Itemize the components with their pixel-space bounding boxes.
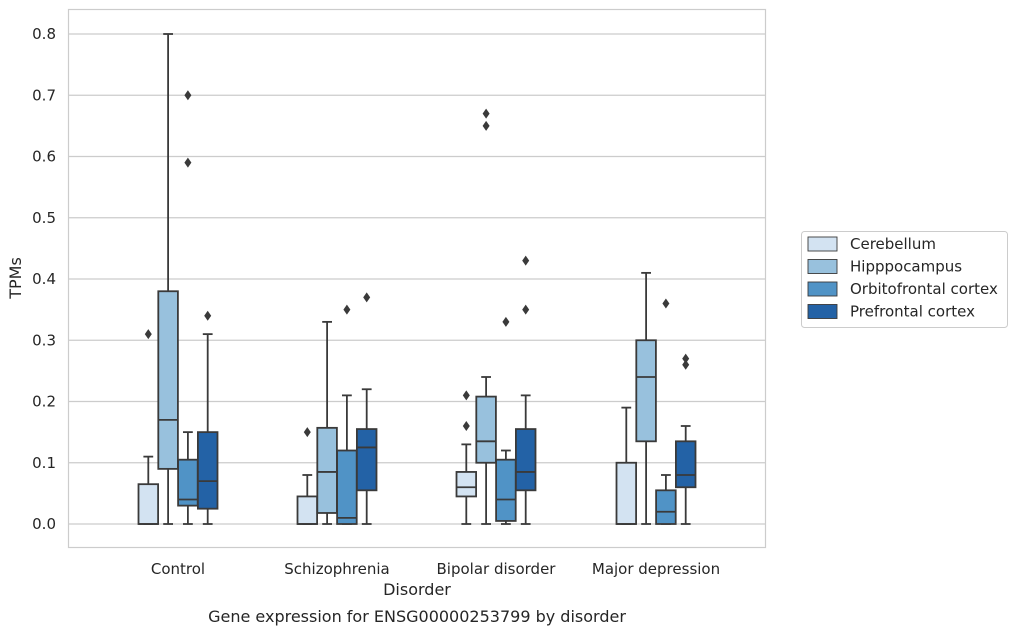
y-tick-label: 0.7 [32,86,56,104]
box [495,316,517,525]
box-body [316,426,338,514]
outlier-point [682,359,690,370]
box [355,292,378,525]
x-tick-label: Bipolar disorder [437,560,557,578]
box-body [355,428,378,492]
plot-frame [67,8,767,549]
outlier-point [522,304,530,315]
outlier-point [184,157,192,168]
box-body [635,339,657,443]
outlier-point [462,390,470,401]
y-axis-title: TPMs [6,257,25,300]
legend-label: Prefrontal cortex [850,303,975,321]
x-tick-labels: Control Schizophrenia Bipolar disorder Majo… [151,560,720,578]
outlier-point [184,90,192,101]
box-body [196,431,219,510]
box [515,255,537,525]
outlier-point [343,304,351,315]
legend-label: Orbitofrontal cortex [850,280,998,298]
box [196,310,219,525]
box-body [157,290,179,470]
box-series [137,33,697,525]
outlier-point [204,310,212,321]
y-tick-label: 0.6 [32,148,56,166]
y-tick-label: 0.4 [32,270,56,288]
x-tick-label: Major depression [592,560,720,578]
box-body [336,449,358,525]
box-body [655,489,677,525]
x-tick-label: Schizophrenia [284,560,389,578]
outlier-point [303,427,311,438]
outlier-point [462,421,470,431]
outlier-point [482,120,490,131]
outlier-point [522,255,530,266]
box [177,90,199,525]
box [475,108,497,525]
box [615,406,638,525]
legend-label: Cerebellum [850,235,936,253]
box [296,427,319,525]
box-body [455,471,478,498]
box-body [495,458,517,522]
box [655,298,677,525]
legend-swatch [807,236,838,252]
box [455,390,478,525]
y-tick-label: 0.0 [32,515,56,533]
outlier-point [363,292,371,303]
outlier-point [482,108,490,119]
box-body [475,395,497,464]
box-body [137,483,160,525]
y-tick-label: 0.3 [32,331,56,349]
box [675,353,697,525]
outlier-point [662,298,670,309]
y-tick-label: 0.5 [32,209,56,227]
legend-swatch [807,281,838,297]
box-body [296,495,319,525]
legend-label: Hipppocampus [850,258,962,276]
box-body [615,461,638,525]
legend-frame [801,231,1008,328]
x-tick-label: Control [151,560,205,578]
outlier-point [682,353,690,364]
box [316,320,338,525]
box-body [675,440,697,489]
box [336,304,358,525]
legend: Cerebellum Hipppocampus Orbitofrontal cort… [801,231,1008,328]
outlier-point [502,316,510,327]
x-axis-title: Disorder [383,580,451,599]
box [635,271,657,525]
legend-swatch [807,259,838,274]
y-tick-label: 0.8 [32,25,56,43]
box-body [515,428,537,492]
y-tick-labels: 0.0 0.1 0.2 0.3 0.4 0.5 0.6 0.7 0.8 [32,25,56,533]
chart-caption: Gene expression for ENSG00000253799 by d… [208,607,626,626]
legend-swatch [807,304,838,319]
outlier-point [144,329,152,340]
box [137,329,160,525]
y-tick-label: 0.1 [32,454,56,472]
y-tick-label: 0.2 [32,393,56,411]
box [157,33,179,525]
